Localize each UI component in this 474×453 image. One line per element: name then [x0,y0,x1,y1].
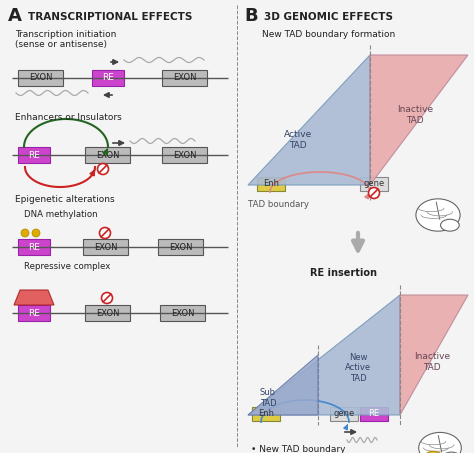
Text: 3D GENOMIC EFFECTS: 3D GENOMIC EFFECTS [264,12,393,22]
Text: Enh: Enh [263,179,279,188]
Text: gene: gene [333,410,355,419]
Text: EXON: EXON [169,242,192,251]
Ellipse shape [425,451,442,453]
Text: TAD boundary: TAD boundary [248,200,309,209]
Text: RE insertion: RE insertion [310,268,377,278]
Text: B: B [244,7,258,25]
Ellipse shape [419,433,461,453]
Text: Inactive
TAD: Inactive TAD [414,352,450,372]
Circle shape [21,229,29,237]
Text: EXON: EXON [29,73,52,82]
Text: A: A [8,7,22,25]
Text: EXON: EXON [171,308,194,318]
Text: gene: gene [364,179,384,188]
Polygon shape [248,55,370,185]
Circle shape [101,293,112,304]
Text: • New TAD boundary: • New TAD boundary [251,445,346,453]
Text: Repressive complex: Repressive complex [24,262,110,271]
Text: Inactive
TAD: Inactive TAD [397,105,433,125]
Text: TRANSCRIPTIONAL EFFECTS: TRANSCRIPTIONAL EFFECTS [28,12,192,22]
FancyBboxPatch shape [92,70,124,86]
Polygon shape [14,290,54,305]
Polygon shape [400,295,468,415]
FancyBboxPatch shape [158,239,203,255]
Circle shape [100,227,110,238]
Text: DNA methylation: DNA methylation [24,210,98,219]
FancyBboxPatch shape [360,177,388,191]
Text: EXON: EXON [173,73,196,82]
Text: RE: RE [28,308,40,318]
FancyBboxPatch shape [162,147,207,163]
Text: Epigenetic alterations: Epigenetic alterations [15,195,115,204]
FancyBboxPatch shape [330,407,358,421]
Polygon shape [248,355,318,415]
Polygon shape [370,55,468,185]
Text: EXON: EXON [94,242,117,251]
Text: EXON: EXON [173,150,196,159]
Circle shape [32,229,40,237]
FancyBboxPatch shape [85,305,130,321]
Ellipse shape [442,452,461,453]
FancyBboxPatch shape [18,239,50,255]
Text: Enhancers or Insulators: Enhancers or Insulators [15,113,122,122]
FancyBboxPatch shape [162,70,207,86]
Circle shape [368,188,380,198]
Text: Enh: Enh [258,410,274,419]
Polygon shape [248,295,400,415]
Text: Sub
TAD: Sub TAD [260,388,276,408]
FancyBboxPatch shape [18,147,50,163]
FancyBboxPatch shape [160,305,205,321]
FancyBboxPatch shape [18,70,63,86]
FancyBboxPatch shape [252,407,280,421]
Text: RE: RE [28,242,40,251]
Text: EXON: EXON [96,308,119,318]
FancyBboxPatch shape [18,305,50,321]
Text: New
Active
TAD: New Active TAD [345,353,371,383]
FancyBboxPatch shape [257,177,285,191]
Text: EXON: EXON [96,150,119,159]
Text: Active
TAD: Active TAD [284,130,312,149]
Ellipse shape [416,199,460,231]
FancyBboxPatch shape [85,147,130,163]
Ellipse shape [440,219,459,231]
Circle shape [98,164,109,174]
Text: RE: RE [28,150,40,159]
Text: RE: RE [102,73,114,82]
Text: New TAD boundary formation: New TAD boundary formation [262,30,395,39]
FancyBboxPatch shape [83,239,128,255]
Text: Transcription initiation
(sense or antisense): Transcription initiation (sense or antis… [15,30,117,49]
Text: RE: RE [368,410,380,419]
FancyBboxPatch shape [360,407,388,421]
